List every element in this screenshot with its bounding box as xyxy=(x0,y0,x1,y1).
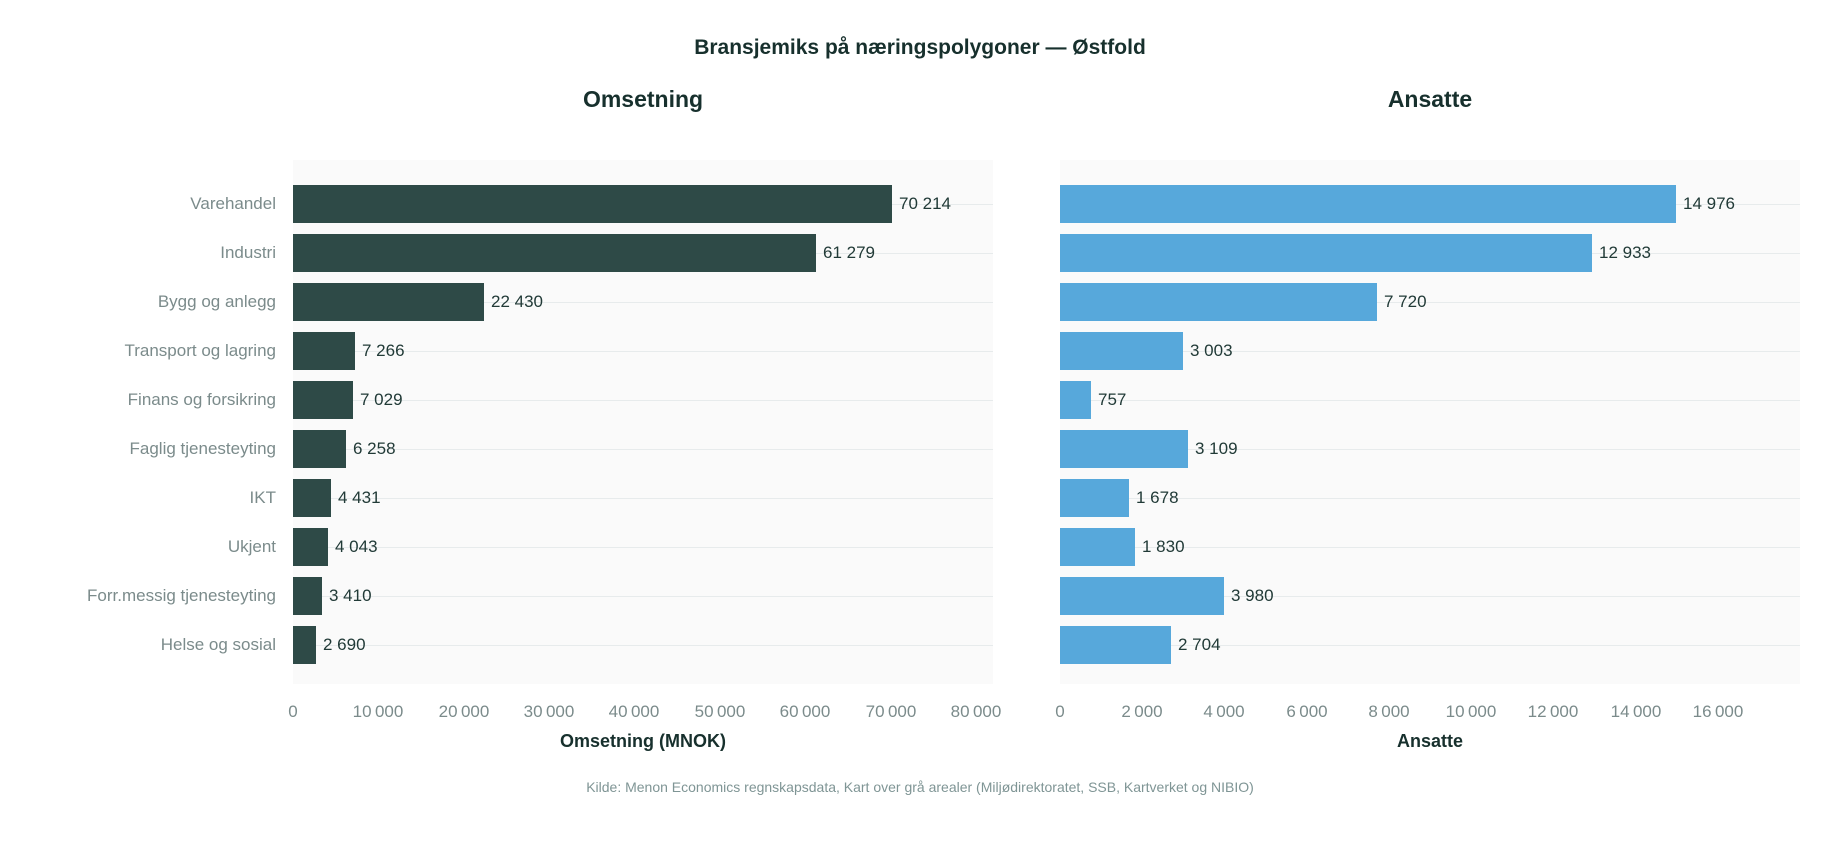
category-label-5: Finans og forsikring xyxy=(127,390,276,409)
bar-ansatte-8 xyxy=(1060,527,1135,566)
bar-omsetning-3 xyxy=(293,282,484,321)
gridline xyxy=(1060,302,1800,303)
value-label-omsetning-1: 70 214 xyxy=(899,194,951,213)
gridline xyxy=(293,449,993,450)
x-tick-ansatte-0: 0 xyxy=(1055,702,1065,721)
category-label-6: Faglig tjenesteyting xyxy=(129,439,276,458)
bar-ansatte-5 xyxy=(1060,380,1091,419)
bar-ansatte-7 xyxy=(1060,478,1129,517)
x-tick-omsetning-60000: 60 000 xyxy=(779,702,831,721)
bar-ansatte-9 xyxy=(1060,576,1224,615)
x-tick-ansatte-12000: 12 000 xyxy=(1527,702,1579,721)
value-label-ansatte-8: 1 830 xyxy=(1142,537,1185,556)
bar-omsetning-6 xyxy=(293,429,346,468)
panel-title-omsetning: Omsetning xyxy=(582,86,704,112)
value-label-omsetning-9: 3 410 xyxy=(329,586,372,605)
x-axis-title-ansatte: Ansatte xyxy=(1396,731,1463,751)
value-label-omsetning-4: 7 266 xyxy=(362,341,405,360)
bar-ansatte-3 xyxy=(1060,282,1377,321)
category-label-4: Transport og lagring xyxy=(124,341,276,360)
gridline xyxy=(293,645,993,646)
value-label-omsetning-3: 22 430 xyxy=(491,292,543,311)
value-label-ansatte-3: 7 720 xyxy=(1384,292,1427,311)
x-tick-omsetning-40000: 40 000 xyxy=(608,702,660,721)
gridline xyxy=(293,400,993,401)
x-tick-ansatte-16000: 16 000 xyxy=(1692,702,1744,721)
bar-ansatte-4 xyxy=(1060,331,1183,370)
bar-ansatte-6 xyxy=(1060,429,1188,468)
x-tick-omsetning-50000: 50 000 xyxy=(694,702,746,721)
gridline xyxy=(293,596,993,597)
gridline xyxy=(1060,449,1800,450)
value-label-omsetning-5: 7 029 xyxy=(360,390,403,409)
x-axis-title-omsetning: Omsetning (MNOK) xyxy=(560,731,726,751)
value-label-ansatte-6: 3 109 xyxy=(1195,439,1238,458)
bar-ansatte-1 xyxy=(1060,184,1676,223)
bar-omsetning-7 xyxy=(293,478,331,517)
x-tick-ansatte-8000: 8 000 xyxy=(1368,702,1410,721)
category-label-8: Ukjent xyxy=(227,537,276,556)
x-tick-ansatte-4000: 4 000 xyxy=(1203,702,1245,721)
bar-omsetning-2 xyxy=(293,233,816,272)
bar-ansatte-10 xyxy=(1060,625,1171,664)
gridline xyxy=(1060,498,1800,499)
value-label-omsetning-6: 6 258 xyxy=(353,439,396,458)
bar-omsetning-5 xyxy=(293,380,353,419)
category-label-10: Helse og sosial xyxy=(160,635,276,654)
category-label-3: Bygg og anlegg xyxy=(157,292,276,311)
x-tick-ansatte-2000: 2 000 xyxy=(1121,702,1163,721)
bar-omsetning-1 xyxy=(293,184,892,223)
value-label-ansatte-7: 1 678 xyxy=(1136,488,1179,507)
gridline xyxy=(293,547,993,548)
category-label-2: Industri xyxy=(220,243,276,262)
gridline xyxy=(293,302,993,303)
category-label-7: IKT xyxy=(249,488,276,507)
x-tick-omsetning-80000: 80 000 xyxy=(950,702,1002,721)
bar-omsetning-4 xyxy=(293,331,355,370)
x-tick-omsetning-0: 0 xyxy=(288,702,298,721)
x-tick-omsetning-70000: 70 000 xyxy=(865,702,917,721)
value-label-ansatte-5: 757 xyxy=(1098,390,1127,409)
gridline xyxy=(293,498,993,499)
chart-title: Bransjemiks på næringspolygoner — Østfol… xyxy=(694,36,1146,59)
value-label-omsetning-10: 2 690 xyxy=(323,635,366,654)
gridline xyxy=(1060,547,1800,548)
gridline xyxy=(1060,351,1800,352)
bar-omsetning-9 xyxy=(293,576,322,615)
value-label-ansatte-2: 12 933 xyxy=(1599,243,1651,262)
x-tick-ansatte-6000: 6 000 xyxy=(1286,702,1328,721)
bar-ansatte-2 xyxy=(1060,233,1592,272)
value-label-omsetning-2: 61 279 xyxy=(823,243,875,262)
bar-omsetning-8 xyxy=(293,527,328,566)
bar-omsetning-10 xyxy=(293,625,316,664)
x-tick-ansatte-14000: 14 000 xyxy=(1610,702,1662,721)
value-label-ansatte-10: 2 704 xyxy=(1178,635,1221,654)
x-tick-omsetning-30000: 30 000 xyxy=(523,702,575,721)
value-label-ansatte-9: 3 980 xyxy=(1231,586,1274,605)
category-label-1: Varehandel xyxy=(190,194,276,213)
gridline xyxy=(1060,400,1800,401)
x-tick-omsetning-20000: 20 000 xyxy=(438,702,490,721)
source-caption: Kilde: Menon Economics regnskapsdata, Ka… xyxy=(586,779,1254,795)
value-label-ansatte-1: 14 976 xyxy=(1683,194,1735,213)
category-label-9: Forr.messig tjenesteyting xyxy=(87,586,276,605)
value-label-omsetning-8: 4 043 xyxy=(335,537,378,556)
gridline xyxy=(1060,596,1800,597)
x-tick-omsetning-10000: 10 000 xyxy=(352,702,404,721)
x-tick-ansatte-10000: 10 000 xyxy=(1445,702,1497,721)
panel-title-ansatte: Ansatte xyxy=(1387,86,1473,112)
value-label-ansatte-4: 3 003 xyxy=(1190,341,1233,360)
gridline xyxy=(293,351,993,352)
gridline xyxy=(1060,645,1800,646)
value-label-omsetning-7: 4 431 xyxy=(338,488,381,507)
